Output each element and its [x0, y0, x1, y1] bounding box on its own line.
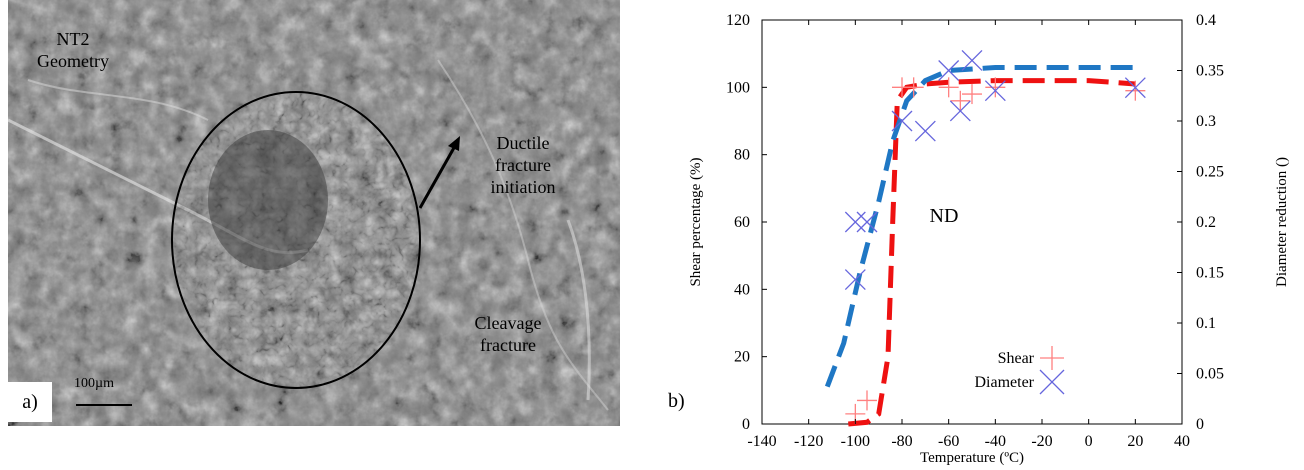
point-stroke	[844, 269, 866, 291]
fit-curve-diameter	[824, 65, 1136, 388]
point-diameter	[938, 60, 960, 81]
y-tick-label: 0	[742, 416, 750, 433]
x-tick-label: -140	[747, 433, 776, 450]
panel-b-label: b)	[668, 390, 685, 412]
legend-marker-diameter	[1039, 369, 1065, 395]
point-shear	[962, 84, 982, 105]
ductile-label-line3: initiation	[490, 177, 556, 197]
x-tick-label: -60	[938, 433, 959, 450]
point-shear	[1125, 80, 1146, 101]
point-stroke	[856, 211, 878, 233]
point-diameter	[961, 49, 983, 71]
point-diameter	[949, 100, 971, 122]
specimen-label-line1: NT2	[56, 29, 90, 49]
point-stroke	[984, 80, 1006, 102]
x-axis-title: Temperature (ºC)	[920, 450, 1024, 466]
y-tick-label: 60	[734, 214, 750, 231]
point-diameter	[1124, 77, 1146, 99]
y2-tick-label: 0.2	[1196, 214, 1216, 231]
sem-image	[8, 0, 620, 426]
point-diameter	[891, 110, 913, 132]
data-points	[844, 49, 1146, 424]
x-tick-label: -100	[841, 433, 870, 450]
panel-a-label: a)	[8, 382, 52, 422]
point-shear	[857, 390, 877, 411]
y-axis-title: Shear percentage (%)	[688, 157, 704, 286]
point-diameter	[914, 120, 936, 142]
point-shear	[950, 90, 971, 111]
y2-tick-label: 0.4	[1196, 12, 1216, 29]
x-tick-label: 0	[1085, 433, 1093, 450]
y2-tick-label: 0	[1196, 416, 1204, 433]
fit-curves	[824, 65, 1136, 427]
point-diameter	[844, 211, 866, 233]
legend: Shear Diameter	[974, 346, 1065, 395]
y2-axis-title: Diameter reduction ()	[1274, 157, 1290, 287]
point-shear	[985, 77, 1006, 98]
arrow-head	[448, 136, 460, 151]
y-tick-label: 40	[734, 281, 750, 298]
y2-tick-label: 0.05	[1196, 366, 1224, 383]
point-stroke	[949, 100, 971, 122]
fit-curve-shear	[848, 78, 1136, 427]
y-tick-label: 20	[734, 349, 750, 366]
y2-tick-label: 0.35	[1196, 63, 1224, 80]
cleavage-label-line1: Cleavage	[474, 313, 542, 333]
chart: -140 -120 -100 -80 -60 -40 -20 0 20 40 0 20 40 60 80 10…	[688, 12, 1290, 466]
y-tick-label: 80	[734, 147, 750, 164]
point-diameter	[844, 269, 866, 291]
point-diameter	[856, 211, 878, 233]
point-stroke	[1124, 77, 1146, 99]
specimen-label-line2: Geometry	[37, 51, 109, 71]
x-tick-label: -120	[794, 433, 823, 450]
point-stroke	[891, 110, 913, 132]
point-stroke	[938, 60, 960, 81]
point-stroke	[961, 49, 983, 71]
ductile-region-outline	[171, 91, 421, 389]
legend-label-diameter: Diameter	[974, 374, 1034, 391]
point-shear	[938, 77, 959, 98]
y-tick-label: 120	[726, 12, 750, 29]
x-tick-label: -80	[891, 433, 912, 450]
point-stroke	[914, 120, 936, 142]
y-tick-label: 100	[726, 79, 750, 96]
legend-label-shear: Shear	[998, 350, 1035, 367]
cleavage-label-line2: fracture	[480, 335, 536, 355]
y2-tick-label: 0.3	[1196, 113, 1216, 130]
ductile-label-line1: Ductile	[496, 133, 550, 153]
y2-tick-label: 0.1	[1196, 315, 1216, 332]
sem-micrograph: NT2 Geometry Ductile fracture initiation…	[8, 0, 620, 426]
y2-tick-label: 0.25	[1196, 164, 1224, 181]
point-diameter	[984, 80, 1006, 102]
x-tick-label: -40	[985, 433, 1006, 450]
x-tick-label: -20	[1031, 433, 1052, 450]
chart-annotation: ND	[930, 205, 959, 227]
point-shear	[903, 77, 924, 98]
arrow-line	[418, 145, 457, 209]
ductile-label-line2: fracture	[495, 155, 551, 175]
scale-bar	[76, 404, 132, 406]
point-stroke	[844, 211, 866, 233]
axis-ticks: -140 -120 -100 -80 -60 -40 -20 0 20 40 0 20 40 60 80 10…	[726, 12, 1224, 450]
scale-bar-label: 100µm	[74, 376, 114, 391]
y2-tick-label: 0.15	[1196, 265, 1224, 282]
x-tick-label: 20	[1127, 433, 1143, 450]
x-tick-label: 40	[1174, 433, 1190, 450]
